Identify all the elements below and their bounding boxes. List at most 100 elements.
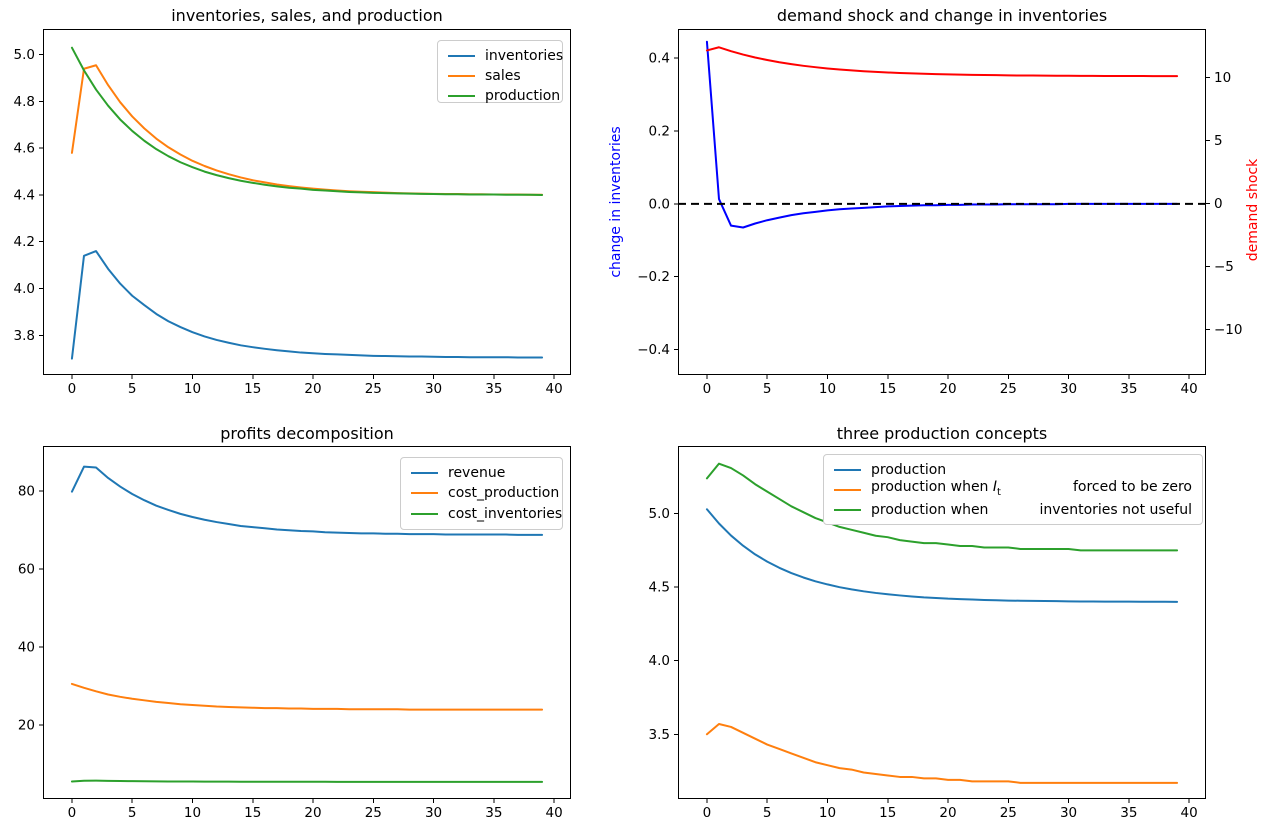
legend-item: production (834, 460, 1192, 480)
legend-inventories-sales-production: inventories sales production (437, 40, 563, 106)
svg-text:40: 40 (18, 639, 35, 655)
svg-text:15: 15 (244, 805, 261, 821)
legend-label: revenue (448, 465, 506, 482)
svg-text:15: 15 (879, 805, 896, 821)
legend-label: inventories (485, 48, 564, 64)
legend-item: revenue (411, 463, 552, 483)
line-swatch-production-It-zero (834, 489, 861, 491)
svg-text:5.0: 5.0 (14, 47, 35, 63)
legend-label-right: forced to be zero (1072, 479, 1192, 496)
svg-text:30: 30 (425, 805, 442, 821)
legend-item: production when It forced to be zero (834, 479, 1192, 500)
ylabel-change-in-inventories: change in inventories (608, 126, 624, 278)
subplot3-title: profits decomposition (220, 424, 394, 443)
svg-text:4.5: 4.5 (649, 580, 670, 596)
ylabel-demand-shock: demand shock (1245, 158, 1261, 262)
svg-text:40: 40 (546, 381, 563, 397)
svg-text:20: 20 (939, 381, 956, 397)
svg-text:25: 25 (1000, 805, 1017, 821)
svg-text:5: 5 (763, 381, 772, 397)
svg-text:30: 30 (425, 381, 442, 397)
svg-text:40: 40 (1181, 805, 1198, 821)
svg-text:15: 15 (879, 381, 896, 397)
svg-text:20: 20 (18, 717, 35, 733)
svg-text:0: 0 (703, 381, 712, 397)
svg-text:4.0: 4.0 (14, 281, 35, 297)
svg-text:0: 0 (68, 381, 77, 397)
legend-label: production when (871, 502, 989, 518)
svg-text:4.0: 4.0 (649, 653, 670, 669)
svg-text:5.0: 5.0 (649, 506, 670, 522)
svg-text:10: 10 (819, 805, 836, 821)
line-swatch-revenue (411, 472, 438, 475)
legend-label: production when It (871, 479, 1001, 498)
legend-label-right: inventories not useful (1039, 502, 1192, 518)
svg-text:35: 35 (485, 381, 502, 397)
svg-text:4.8: 4.8 (14, 94, 35, 110)
legend-label: cost_inventories (448, 505, 563, 522)
legend-item: cost_inventories (411, 504, 562, 524)
legend-label: cost_production (448, 485, 560, 502)
svg-text:15: 15 (244, 381, 261, 397)
svg-text:−0.2: −0.2 (637, 269, 670, 285)
svg-text:20: 20 (304, 805, 321, 821)
svg-text:0: 0 (68, 805, 77, 821)
svg-text:0.4: 0.4 (649, 51, 670, 67)
svg-text:4.6: 4.6 (14, 141, 35, 157)
legend-profits-decomposition: revenue cost_production cost_inventories (400, 457, 563, 530)
svg-text:−0.4: −0.4 (637, 342, 670, 358)
svg-text:10: 10 (184, 381, 201, 397)
legend-three-production-concepts: production production when It forced to … (823, 454, 1203, 525)
legend-item: cost_production (411, 483, 559, 503)
legend-item: sales (448, 66, 552, 86)
svg-text:4.4: 4.4 (14, 187, 35, 203)
legend-label: production (485, 88, 561, 104)
svg-text:−5: −5 (1214, 259, 1234, 275)
svg-text:−10: −10 (1214, 322, 1243, 338)
legend-item: production when inventories not useful (834, 500, 1192, 520)
svg-text:4.2: 4.2 (14, 234, 35, 250)
svg-text:0.0: 0.0 (649, 196, 670, 212)
svg-text:0: 0 (1214, 196, 1223, 212)
svg-text:20: 20 (304, 381, 321, 397)
legend-label: sales (485, 68, 521, 84)
svg-text:35: 35 (485, 805, 502, 821)
svg-text:3.5: 3.5 (649, 727, 670, 743)
svg-text:5: 5 (128, 805, 137, 821)
legend-item: production (448, 86, 560, 106)
svg-text:0.2: 0.2 (649, 123, 670, 139)
line-swatch-sales (448, 75, 475, 77)
line-swatch-inventories (448, 55, 475, 57)
line-swatch-production-no-inventories (834, 509, 861, 511)
svg-text:60: 60 (18, 561, 35, 577)
svg-text:30: 30 (1060, 381, 1077, 397)
svg-text:10: 10 (1214, 70, 1231, 86)
svg-text:20: 20 (939, 805, 956, 821)
svg-text:5: 5 (1214, 133, 1223, 149)
svg-text:3.8: 3.8 (14, 328, 35, 344)
math-t-subscript: t (997, 486, 1001, 498)
svg-text:80: 80 (18, 483, 35, 499)
svg-text:10: 10 (184, 805, 201, 821)
svg-text:40: 40 (546, 805, 563, 821)
math-I-variable: I (992, 479, 998, 496)
svg-text:5: 5 (128, 381, 137, 397)
subplot2-title: demand shock and change in inventories (776, 6, 1108, 25)
legend-item: inventories (448, 46, 563, 66)
line-swatch-cost-production (411, 492, 438, 495)
svg-text:5: 5 (763, 805, 772, 821)
subplot1-title: inventories, sales, and production (171, 6, 443, 25)
line-swatch-production (834, 469, 861, 471)
legend-label: production (871, 462, 947, 478)
svg-text:25: 25 (365, 805, 382, 821)
svg-text:35: 35 (1120, 381, 1137, 397)
svg-text:35: 35 (1120, 805, 1137, 821)
line-swatch-cost-inventories (411, 512, 438, 515)
subplot4-title: three production concepts (836, 424, 1048, 443)
line-swatch-production (448, 95, 475, 97)
svg-text:40: 40 (1181, 381, 1198, 397)
svg-text:10: 10 (819, 381, 836, 397)
svg-text:30: 30 (1060, 805, 1077, 821)
